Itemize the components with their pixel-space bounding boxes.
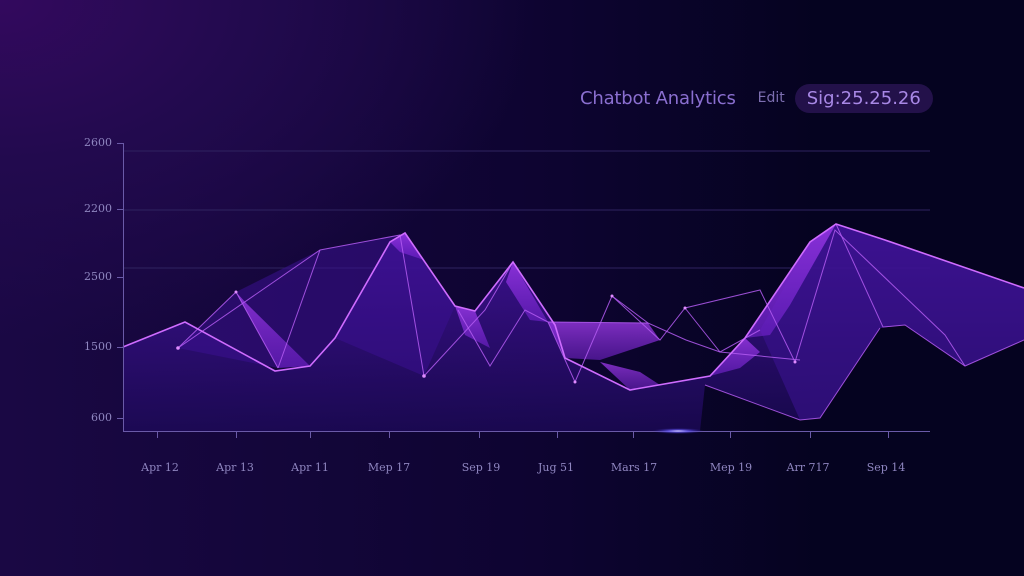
x-tick-label: Sep 14 [866,461,906,474]
x-tick-label: Apr 11 [291,461,329,474]
y-tick-label: 1500 [84,340,112,353]
x-tick-label: Mep 19 [709,461,753,474]
x-tick-label: Apr 13 [216,461,254,474]
y-tick-label: 600 [91,411,112,424]
x-tick-label: Mep 17 [367,461,411,474]
y-tick-label: 2200 [84,202,112,215]
x-tick-label: Arr 717 [786,461,830,474]
data-point-markers [176,290,797,384]
y-tick-label: 2500 [84,270,112,283]
x-tick-label: Jug 51 [537,461,575,474]
right-band-fill [760,224,1024,420]
upper-area-fill [178,235,455,376]
x-tick-label: Mars 17 [610,461,658,474]
y-axis [117,143,124,431]
x-axis [123,431,930,438]
y-tick-label: 2600 [84,136,112,149]
main-series-line [122,223,1024,391]
axis-glow [652,428,704,434]
x-tick-label: Apr 12 [141,461,179,474]
edit-link[interactable]: Edit [757,90,785,106]
version-badge[interactable]: Sig:25.25.26 [794,83,933,113]
chart-header: Chatbot Analytics Edit Sig:25.25.26 [580,83,933,113]
x-tick-label: Sep 19 [461,461,501,474]
page-title: Chatbot Analytics [580,87,736,109]
